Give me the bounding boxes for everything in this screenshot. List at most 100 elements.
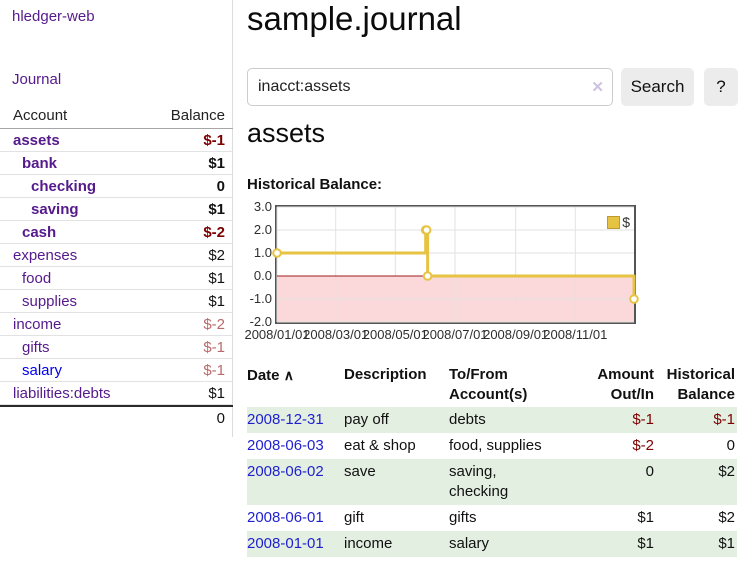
page-title: sample.journal (247, 0, 462, 37)
transaction-balance: $-1 (656, 407, 737, 433)
account-link[interactable]: cash (22, 223, 57, 241)
y-axis-tick: 2.0 (253, 222, 272, 237)
transaction-date-link[interactable]: 2008-06-02 (247, 463, 324, 480)
account-row-saving: saving $1 (0, 198, 233, 221)
transaction-amount: $-2 (632, 437, 654, 454)
account-row-income: income $-2 (0, 313, 233, 336)
x-axis-tick: 2008/01/01 (244, 327, 310, 342)
account-balance: $2 (208, 246, 225, 264)
account-balance: $-1 (203, 361, 225, 379)
x-axis-tick: 2008/09/01 (483, 327, 549, 342)
column-header-description: Description (344, 366, 427, 383)
account-row-checking: checking 0 (0, 175, 233, 198)
account-row-gifts: gifts $-1 (0, 336, 233, 359)
transaction-description: pay off (344, 407, 449, 433)
transaction-date-link[interactable]: 2008-06-01 (247, 509, 324, 526)
account-row-expenses: expenses $2 (0, 244, 233, 267)
account-link[interactable]: liabilities:debts (13, 384, 111, 402)
account-link[interactable]: income (13, 315, 62, 333)
y-axis-tick: -1.0 (249, 291, 272, 306)
account-balance: 0 (216, 177, 225, 195)
transaction-accounts: gifts (449, 509, 477, 526)
transaction-date-link[interactable]: 2008-01-01 (247, 535, 324, 552)
account-link[interactable]: food (22, 269, 52, 287)
account-tree-header: Account Balance (0, 104, 233, 129)
chart-legend: $ (607, 214, 630, 230)
transaction-description: save (344, 459, 449, 505)
app-brand-link[interactable]: hledger-web (12, 8, 95, 25)
transaction-balance: $1 (656, 531, 737, 557)
transaction-accounts: food, supplies (449, 437, 542, 454)
transaction-date-link[interactable]: 2008-12-31 (247, 411, 324, 428)
x-axis-tick: 2008/07/01 (422, 327, 488, 342)
transaction-description: income (344, 531, 449, 557)
account-balance: $1 (208, 269, 225, 287)
balance-chart: $ (272, 205, 639, 324)
transaction-accounts: debts (449, 407, 561, 433)
account-row-assets: assets $-1 (0, 129, 233, 152)
column-header-date[interactable]: Date ∧ (247, 367, 294, 384)
transaction-amount: 0 (561, 459, 656, 505)
register-row: 2008-12-31 pay off debts $-1 $-1 (247, 407, 737, 433)
transaction-date-link[interactable]: 2008-06-03 (247, 437, 324, 454)
sort-asc-icon: ∧ (283, 367, 294, 383)
legend-label: $ (622, 214, 630, 230)
account-row-bank: bank $1 (0, 152, 233, 175)
account-row-cash: cash $-2 (0, 221, 233, 244)
help-button[interactable]: ? (704, 68, 738, 106)
account-title: assets (247, 118, 326, 148)
transaction-balance: 0 (726, 437, 735, 454)
register-row: 2008-06-03 eat & shop food, supplies $-2 0 (247, 433, 737, 459)
transaction-balance: $2 (718, 509, 735, 526)
x-axis-tick: 2008/11/01 (543, 327, 608, 342)
account-balance: $-2 (203, 315, 225, 333)
search-input[interactable] (247, 68, 613, 106)
account-balance: $1 (208, 200, 225, 218)
transaction-balance: $2 (656, 459, 737, 505)
register-row: 2008-01-01 income salary $1 $1 (247, 531, 737, 557)
account-link[interactable]: expenses (13, 246, 78, 264)
legend-swatch-icon (607, 215, 621, 229)
account-row-liabilities-debts: liabilities:debts $1 (0, 382, 233, 405)
register-table: Date ∧ Description To/From Account(s) Am… (247, 364, 737, 557)
y-axis-tick: 3.0 (253, 199, 272, 214)
account-link[interactable]: gifts (22, 338, 50, 356)
account-balance: $-1 (203, 131, 225, 149)
search-button[interactable]: Search (621, 68, 694, 106)
y-axis-tick: 1.0 (253, 245, 272, 260)
balance-column-label: Balance (170, 107, 225, 124)
account-link[interactable]: saving (31, 200, 79, 218)
transaction-amount: $1 (561, 531, 656, 557)
clear-search-icon[interactable]: ✕ (591, 79, 604, 96)
chart-title: Historical Balance: (247, 176, 383, 193)
account-rows: assets $-1 bank $1 checking 0 saving $1 cash $-2 e… (0, 129, 233, 405)
account-balance: $-2 (203, 223, 225, 241)
account-link[interactable]: bank (22, 154, 58, 172)
register-header-row: Date ∧ Description To/From Account(s) Am… (247, 364, 737, 407)
account-row-supplies: supplies $1 (0, 290, 233, 313)
account-tree: Account Balance assets $-1 bank $1 checking 0… (0, 104, 233, 427)
transaction-accounts: salary (449, 531, 561, 557)
account-balance: $1 (208, 384, 225, 402)
transaction-amount: $1 (637, 509, 654, 526)
sidebar-total: 0 (0, 405, 233, 427)
account-link[interactable]: supplies (22, 292, 78, 310)
account-row-food: food $1 (0, 267, 233, 290)
transaction-accounts: saving, checking (449, 459, 561, 505)
transaction-description: eat & shop (344, 437, 416, 454)
account-link[interactable]: assets (13, 131, 60, 149)
account-column-label: Account (13, 107, 68, 124)
account-link[interactable]: checking (31, 177, 97, 195)
y-axis-tick: 0.0 (253, 268, 272, 283)
y-axis-tick: -2.0 (249, 314, 272, 329)
account-link[interactable]: salary (22, 361, 63, 379)
x-axis-tick: 2008/03/01 (303, 327, 369, 342)
column-header-balance: Historical Balance (666, 366, 735, 403)
sidebar: hledger-web Journal Account Balance asse… (0, 0, 233, 437)
account-row-salary: salary $-1 (0, 359, 233, 382)
register-row: 2008-06-02 save saving, checking 0 $2 (247, 459, 737, 505)
x-axis-tick: 2008/05/01 (362, 327, 428, 342)
account-balance: $1 (208, 292, 225, 310)
sidebar-item-journal[interactable]: Journal (12, 71, 62, 88)
column-header-amount: Amount Out/In (597, 366, 654, 403)
